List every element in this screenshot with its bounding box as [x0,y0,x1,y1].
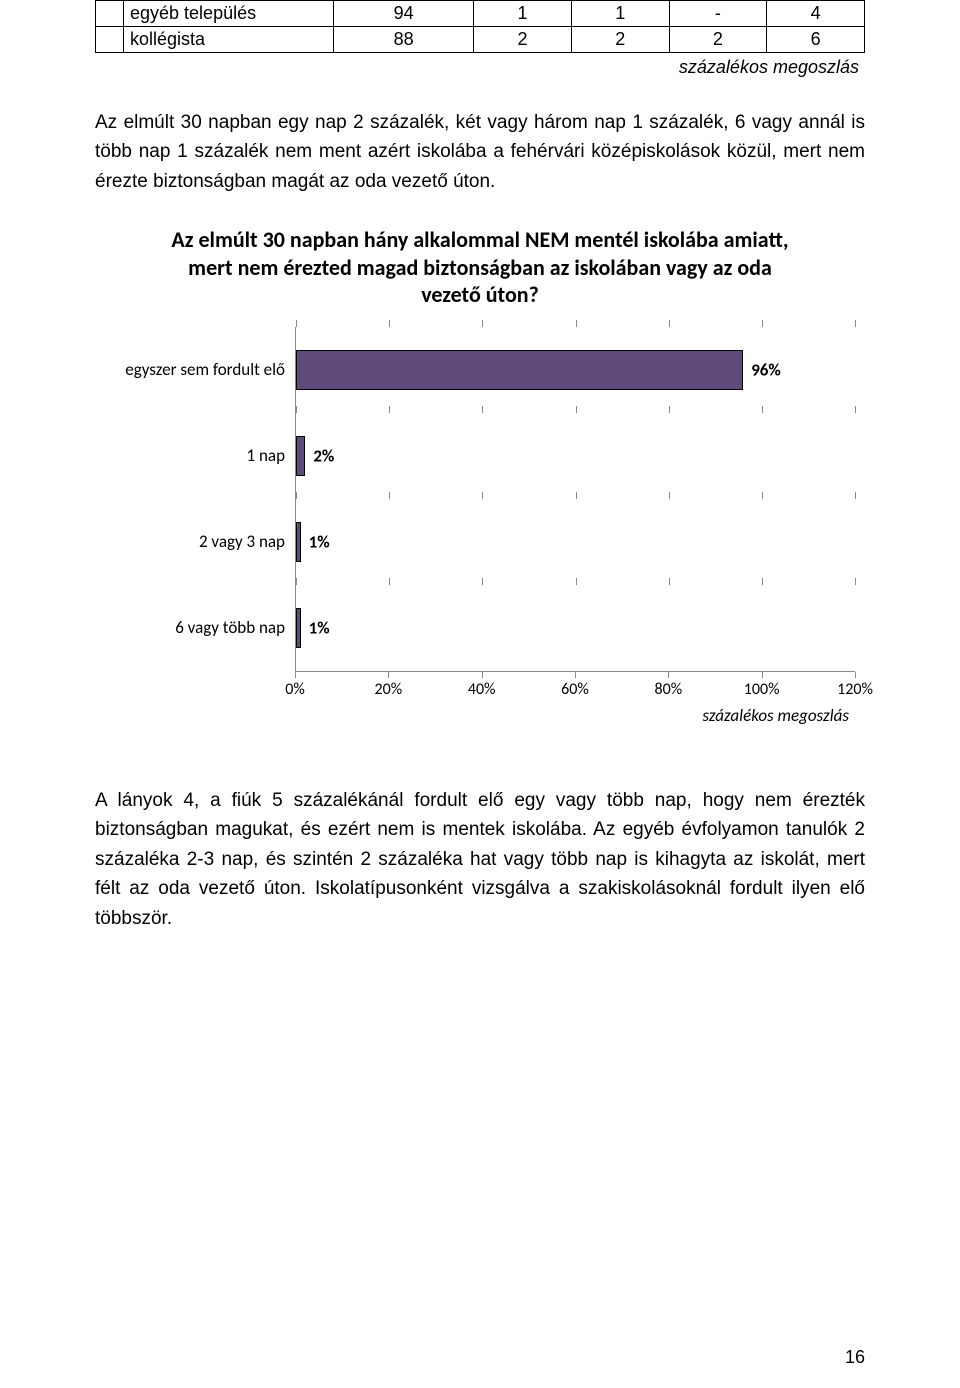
chart-row: 6 vagy több nap 1% [105,585,855,671]
cell: 6 [767,27,865,53]
bar [296,436,305,476]
cell: 2 [571,27,669,53]
axis-tick-label: 60% [561,680,589,699]
axis-tick-label: 120% [837,680,873,699]
cell: 1 [571,1,669,27]
paragraph: Az elmúlt 30 napban egy nap 2 százalék, … [95,108,865,196]
data-table: egyéb település 94 1 1 - 4 kollégista 88… [95,0,865,53]
chart-row: 1 nap 2% [105,413,855,499]
table-row: egyéb település 94 1 1 - 4 [96,1,865,27]
category-label: 2 vagy 3 nap [105,531,295,552]
row-label: kollégista [124,27,334,53]
axis-tick-label: 20% [375,680,403,699]
axis-tick-label: 80% [655,680,683,699]
axis-tick-label: 100% [744,680,780,699]
row-label: egyéb település [124,1,334,27]
bar [296,522,301,562]
cell: 88 [334,27,474,53]
bar-value-label: 1% [309,531,330,552]
cell: 1 [474,1,572,27]
table-row: kollégista 88 2 2 2 6 [96,27,865,53]
plot-area: 96% [295,327,855,413]
chart-row: egyszer sem fordult elő 96% [105,327,855,413]
axis-caption: százalékos megoszlás [295,705,849,726]
bar-value-label: 1% [309,617,330,638]
cell: 94 [334,1,474,27]
bar-value-label: 2% [313,445,334,466]
paragraph: A lányok 4, a fiúk 5 százalékánál fordul… [95,786,865,933]
chart-row: 2 vagy 3 nap 1% [105,499,855,585]
bar [296,350,743,390]
table-caption: százalékos megoszlás [95,57,859,78]
page-number: 16 [845,1347,865,1368]
plot-area: 1% [295,585,855,671]
cell: 2 [669,27,767,53]
axis-tick-label: 0% [285,680,305,699]
category-label: 1 nap [105,445,295,466]
category-label: 6 vagy több nap [105,617,295,638]
axis-tick-label: 40% [468,680,496,699]
bar-chart: egyszer sem fordult elő 96% 1 nap 2% 2 vagy … [105,327,855,726]
chart-title: Az elmúlt 30 napban hány alkalommal NEM … [170,226,790,309]
x-axis: 0%20%40%60%80%100%120% [295,671,855,699]
cell: 4 [767,1,865,27]
plot-area: 1% [295,499,855,585]
bar-value-label: 96% [751,359,781,380]
cell: - [669,1,767,27]
cell: 2 [474,27,572,53]
plot-area: 2% [295,413,855,499]
category-label: egyszer sem fordult elő [105,359,295,380]
bar [296,608,301,648]
